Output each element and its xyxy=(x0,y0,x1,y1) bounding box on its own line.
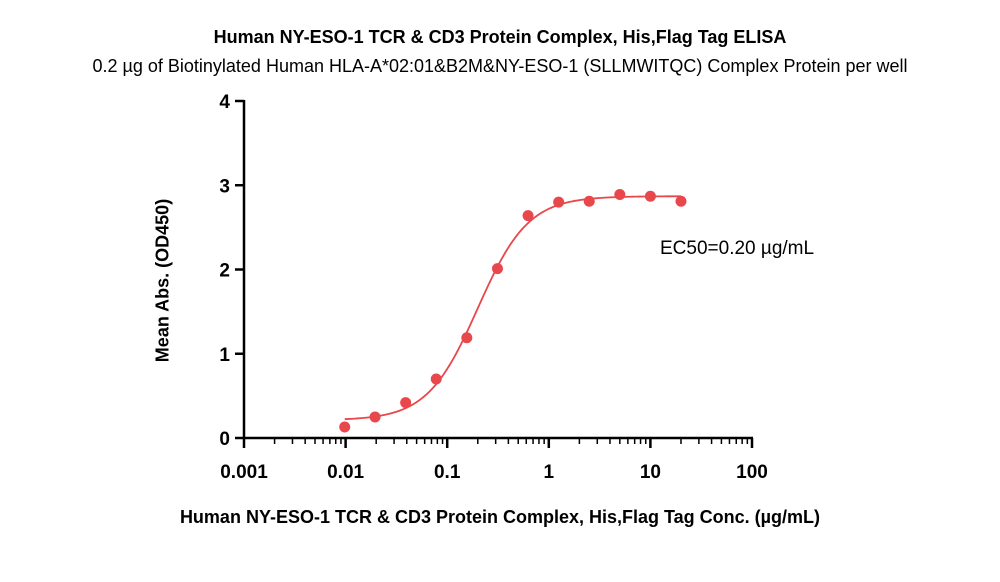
data-point xyxy=(675,195,687,207)
chart-subtitle: 0.2 µg of Biotinylated Human HLA-A*02:01… xyxy=(92,56,908,76)
x-tick-label: 0.01 xyxy=(327,462,364,483)
data-point xyxy=(430,373,442,385)
y-tick-label: 4 xyxy=(219,92,230,113)
data-point xyxy=(339,421,351,433)
data-point xyxy=(400,397,412,409)
data-point xyxy=(583,195,595,207)
data-point xyxy=(553,196,565,208)
y-tick-label: 1 xyxy=(219,345,230,366)
chart-title: Human NY-ESO-1 TCR & CD3 Protein Complex… xyxy=(213,27,787,47)
x-tick-label: 0.001 xyxy=(220,462,268,483)
y-tick-label: 0 xyxy=(219,429,230,450)
data-point xyxy=(369,411,381,423)
x-tick-label: 100 xyxy=(736,462,768,483)
ec50-annotation: EC50=0.20 µg/mL xyxy=(660,238,815,259)
data-point xyxy=(461,332,473,344)
data-point xyxy=(614,189,626,201)
data-point xyxy=(522,210,534,222)
x-tick-label: 10 xyxy=(640,462,661,483)
data-point xyxy=(491,263,503,275)
y-tick-label: 2 xyxy=(219,261,230,282)
data-point xyxy=(644,190,656,202)
data-points-layer xyxy=(339,189,687,433)
y-tick-label: 3 xyxy=(219,176,230,197)
fit-curve-layer xyxy=(344,195,681,421)
x-axis-label: Human NY-ESO-1 TCR & CD3 Protein Complex… xyxy=(179,507,821,527)
fit-curve xyxy=(344,195,681,421)
axes: 0 1 2 3 4 0.001 0.01 0.1 1 10 100 xyxy=(219,92,767,483)
x-tick-label: 1 xyxy=(544,462,555,483)
x-tick-label: 0.1 xyxy=(434,462,461,483)
